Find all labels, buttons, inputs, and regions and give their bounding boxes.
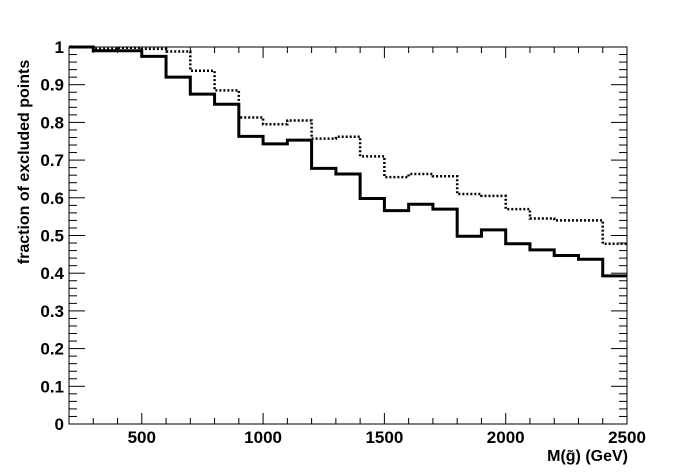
y-tick-label: 0.7 (40, 151, 64, 170)
y-tick-label: 0.9 (40, 76, 64, 95)
series-layer (69, 45, 627, 278)
y-tick-label: 0.1 (40, 377, 64, 396)
x-tick-label: 2000 (487, 428, 525, 447)
y-tick-labels: 0 0.1 0.2 0.3 0.4 0.5 0.6 0.7 0.8 0.9 1 (40, 38, 64, 434)
y-tick-label: 0.4 (40, 264, 64, 283)
y-tick-label: 0 (55, 415, 64, 434)
y-tick-label: 0.3 (40, 302, 64, 321)
solid-series-line (69, 45, 627, 278)
y-axis-title: fraction of excluded points (16, 60, 33, 265)
x-tick-labels: 500 1000 1500 2000 2500 (128, 428, 646, 447)
x-tick-label: 1000 (244, 428, 282, 447)
y-tick-label: 0.8 (40, 113, 64, 132)
axis-ticks (68, 46, 628, 425)
x-tick-label: 2500 (608, 428, 646, 447)
x-tick-label: 500 (128, 428, 156, 447)
y-tick-label: 0.6 (40, 189, 64, 208)
y-tick-label: 1 (55, 38, 64, 57)
y-tick-label: 0.5 (40, 227, 64, 246)
y-tick-label: 0.2 (40, 340, 64, 359)
plot-frame (68, 46, 628, 425)
x-tick-label: 1500 (365, 428, 403, 447)
x-axis-title: M(g̃) (GeV) (547, 448, 628, 465)
dotted-series-line (69, 45, 627, 246)
